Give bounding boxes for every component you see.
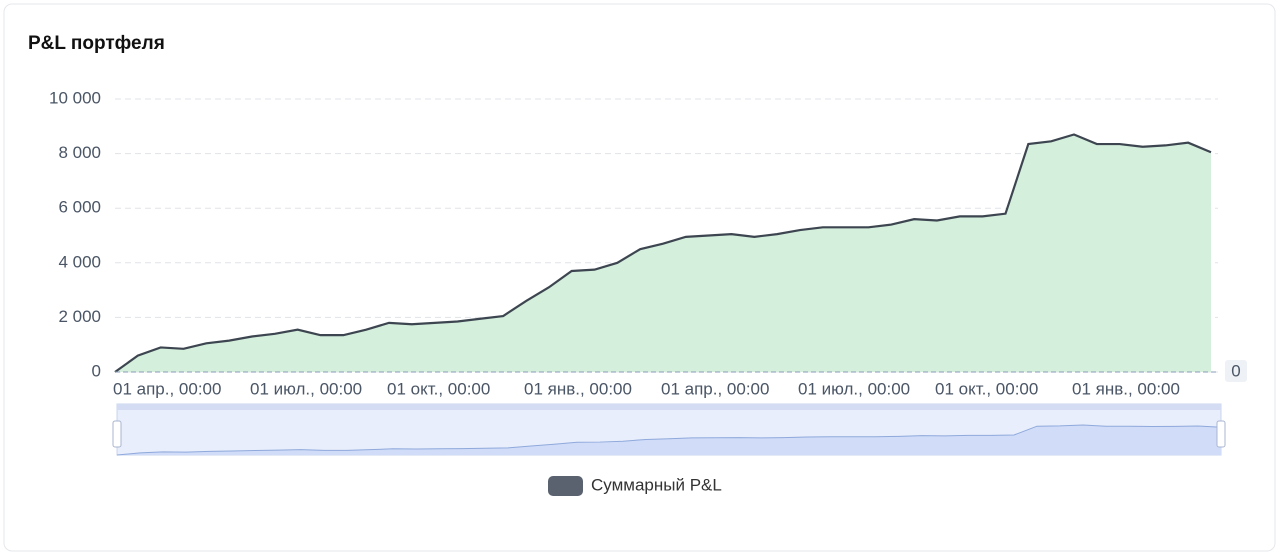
mark-label-bg — [1225, 360, 1247, 382]
x-tick-label: 01 апр., 00:00 — [113, 379, 221, 398]
x-tick-label: 01 янв., 00:00 — [524, 379, 632, 398]
zoom-handle[interactable] — [112, 420, 122, 448]
y-tick-label: 8 000 — [58, 143, 101, 162]
mark-label: 0 — [1231, 361, 1240, 380]
x-tick-label: 01 июл., 00:00 — [250, 379, 362, 398]
legend-swatch — [548, 476, 583, 496]
x-tick-label: 01 окт., 00:00 — [387, 379, 490, 398]
chart-title: P&L портфеля — [28, 33, 165, 54]
y-tick-label: 4 000 — [58, 252, 101, 271]
y-tick-label: 2 000 — [58, 307, 101, 326]
zoom-area — [117, 424, 1221, 455]
x-tick-label: 01 окт., 00:00 — [935, 379, 1038, 398]
legend: Суммарный P&L — [548, 475, 722, 496]
legend-label: Суммарный P&L — [591, 475, 722, 494]
x-tick-label: 01 янв., 00:00 — [1072, 379, 1180, 398]
x-tick-label: 01 июл., 00:00 — [798, 379, 910, 398]
line — [114, 133, 1212, 373]
zoom-line — [116, 424, 1222, 456]
x-tick-label: 01 апр., 00:00 — [661, 379, 769, 398]
area — [115, 134, 1211, 372]
y-tick-label: 0 — [92, 361, 101, 380]
y-tick-label: 6 000 — [58, 198, 101, 217]
zoom-handle[interactable] — [1216, 420, 1226, 448]
y-tick-label: 10 000 — [49, 88, 101, 107]
zoom-bar — [117, 404, 1221, 410]
